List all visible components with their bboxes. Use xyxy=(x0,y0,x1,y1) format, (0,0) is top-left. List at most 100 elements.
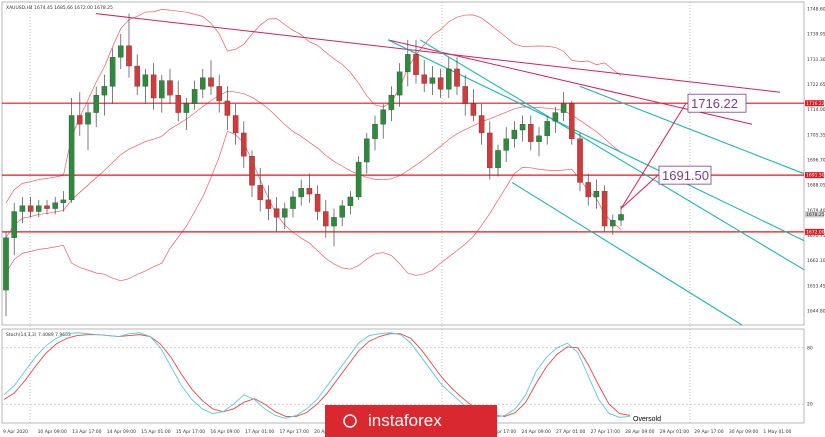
stoch-header: Stoch(14,3,3) 7.4089 7.9653 xyxy=(6,332,71,338)
y-tick-label: 1731.30 xyxy=(807,57,825,63)
y-tick-label: 1670.75 xyxy=(807,233,825,239)
y-tick-label: 1644.80 xyxy=(807,309,825,315)
price-panel-frame xyxy=(1,1,805,326)
candle-body xyxy=(175,94,181,113)
level-axis-tag-2 xyxy=(805,228,824,235)
candle-body xyxy=(290,196,296,209)
x-tick-label: 15 Apr 17:00 xyxy=(176,429,205,435)
y-tick-label: 1748.60 xyxy=(807,6,825,12)
x-tick-label: 13 Apr 17:00 xyxy=(72,429,101,435)
candle-body xyxy=(19,205,26,212)
candle-body xyxy=(191,89,198,104)
candle-body xyxy=(85,112,91,125)
candle-body xyxy=(224,100,231,116)
candle-body xyxy=(323,211,329,227)
candle-body xyxy=(437,77,444,90)
candle-body xyxy=(232,115,239,134)
candle-body xyxy=(118,45,124,58)
candle-body xyxy=(544,121,550,137)
x-tick-label: 17 Apr 01:00 xyxy=(245,429,274,435)
level-callout-text-1: 1691.50 xyxy=(662,168,709,183)
candle-body xyxy=(306,188,313,195)
candle-body xyxy=(585,182,591,198)
x-tick-label: 29 Apr 01:00 xyxy=(660,429,689,435)
y-tick-label: 1722.65 xyxy=(807,82,825,88)
candle-body xyxy=(503,138,509,151)
x-tick-label: 23 Apr 17:00 xyxy=(487,429,516,435)
candle-body xyxy=(388,94,395,110)
candle-body xyxy=(265,199,272,209)
x-tick-label: 1 May 01:00 xyxy=(763,429,791,435)
candle-body xyxy=(519,124,526,131)
bollinger-upper xyxy=(5,9,622,203)
candle-body xyxy=(159,80,165,99)
candle-body xyxy=(216,86,222,102)
trendline-upper xyxy=(95,13,781,93)
candle-body xyxy=(93,94,99,113)
stoch-y-tick: 20 xyxy=(807,402,813,408)
candle-body xyxy=(396,71,403,96)
x-tick-label: 30 Apr 09:00 xyxy=(729,429,758,435)
channel-line-mid xyxy=(419,39,805,271)
candle-body xyxy=(44,205,50,209)
level-callout-box-1 xyxy=(658,165,712,185)
candle-body xyxy=(487,132,493,169)
level-callout-text-0: 1716.22 xyxy=(691,96,738,111)
level-axis-label-2: 1672.00 xyxy=(806,229,825,235)
candle-body xyxy=(380,109,386,125)
candle-body xyxy=(355,161,362,198)
candle-body xyxy=(167,80,173,96)
candle-body xyxy=(413,54,419,75)
candle-body xyxy=(241,132,247,157)
x-tick-label: 28 Apr 09:00 xyxy=(625,429,654,435)
candle-body xyxy=(52,202,58,209)
x-tick-label: 16 Apr 09:00 xyxy=(210,429,239,435)
level-axis-label-0: 1716.22 xyxy=(806,101,825,107)
candle-body xyxy=(560,103,567,113)
stoch-main-line xyxy=(3,332,631,419)
brand-name: instaforex xyxy=(368,411,442,430)
candle-body xyxy=(68,115,75,201)
y-tick-label: 1679.40 xyxy=(807,208,825,214)
level-axis-label-1: 1691.50 xyxy=(806,173,825,179)
candle-body xyxy=(454,68,460,87)
candle-body xyxy=(257,185,263,201)
candle-body xyxy=(601,190,608,227)
candle-body xyxy=(183,103,190,113)
stoch-y-tick: 80 xyxy=(807,345,813,351)
candle-body xyxy=(27,205,34,212)
candle-body xyxy=(429,77,436,84)
candle-body xyxy=(208,77,214,87)
candle-body xyxy=(142,74,149,87)
level-axis-tag-1 xyxy=(805,172,824,179)
bollinger-lower xyxy=(5,130,622,282)
candle-body xyxy=(11,211,17,238)
candle-body xyxy=(536,135,542,142)
candle-body xyxy=(36,205,42,212)
candle-body xyxy=(126,45,132,67)
candle-body xyxy=(101,86,108,96)
current-price-tag xyxy=(805,211,824,218)
candle-body xyxy=(60,199,67,203)
x-tick-label: 29 Apr 17:00 xyxy=(694,429,723,435)
candle-body xyxy=(347,196,354,206)
candle-body xyxy=(593,190,600,198)
projection-arrow-1691 xyxy=(620,174,659,209)
candle-body xyxy=(372,124,378,139)
candle-body xyxy=(109,57,116,87)
oversold-label: Oversold xyxy=(633,416,661,423)
candle-body xyxy=(134,65,140,87)
y-tick-label: 1739.95 xyxy=(807,32,825,38)
y-tick-label: 1662.10 xyxy=(807,258,825,264)
channel-line-bottom xyxy=(511,181,743,326)
candle-body xyxy=(462,86,468,104)
candle-body xyxy=(495,150,501,169)
x-tick-label: 27 Apr 17:00 xyxy=(591,429,620,435)
candle-body xyxy=(77,115,83,125)
candle-body xyxy=(282,208,288,218)
candle-body xyxy=(364,138,370,163)
candle-body xyxy=(421,74,427,84)
symbol-header: XAUUSD,H4 1674.45 1685.66 1672.00 1678.2… xyxy=(6,5,113,11)
